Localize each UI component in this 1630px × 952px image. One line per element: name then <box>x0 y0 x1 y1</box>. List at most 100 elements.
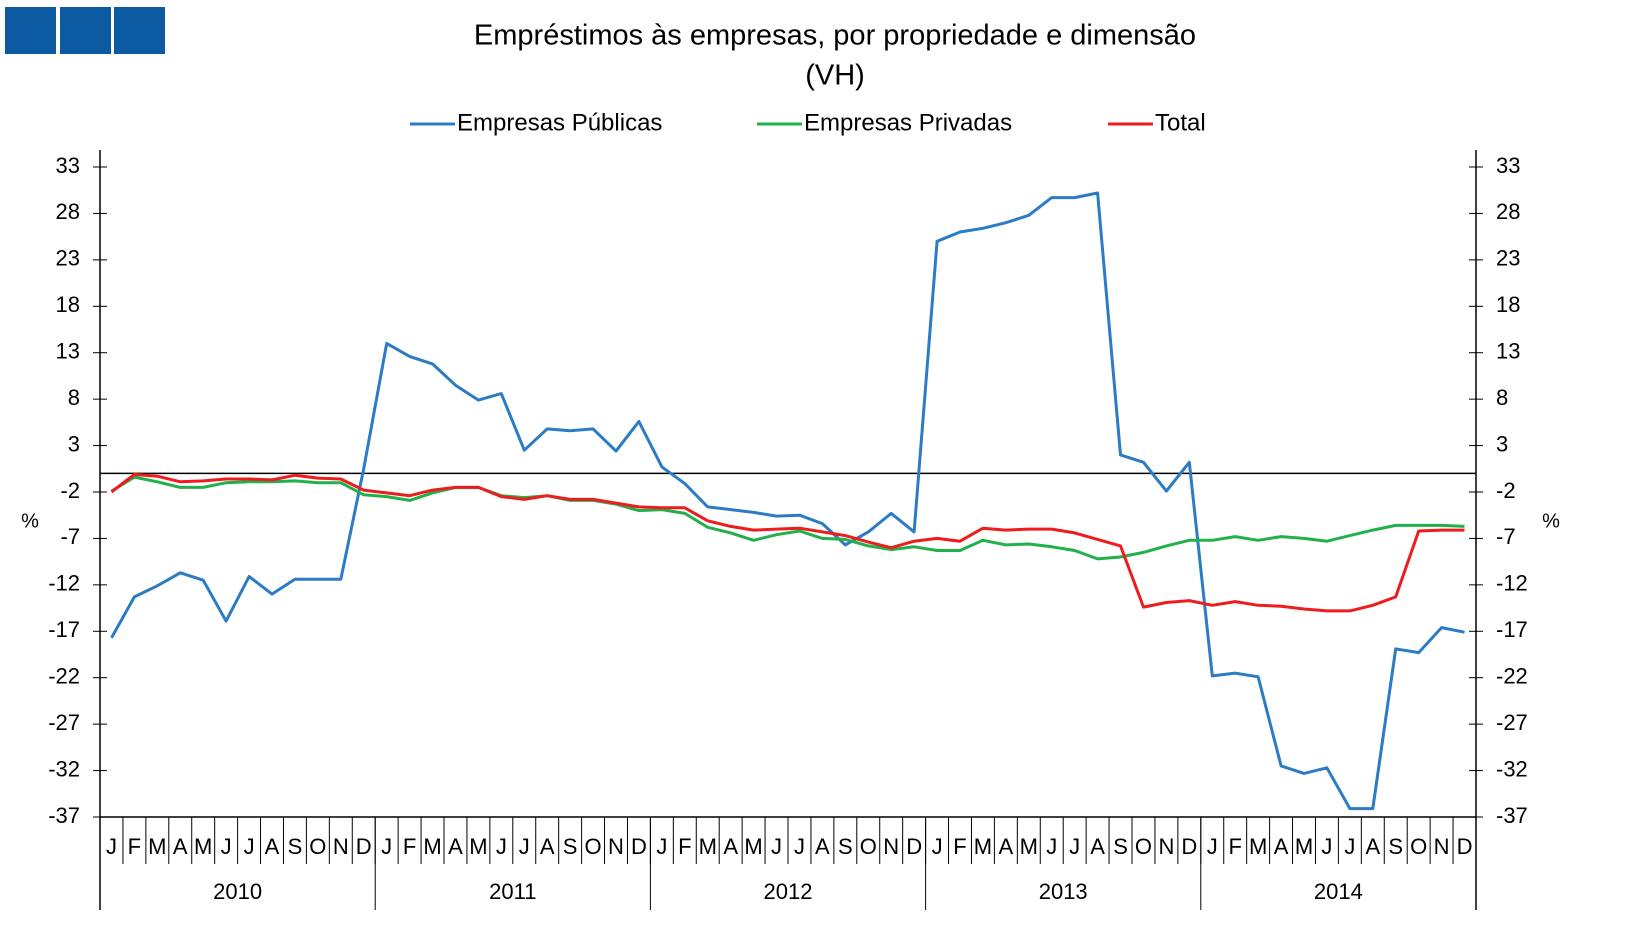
x-tick-label: A <box>815 834 830 859</box>
y2-tick-label: 33 <box>1496 153 1520 178</box>
x-tick-label: J <box>1344 834 1355 859</box>
x-tick-label: O <box>860 834 877 859</box>
y2-tick-label: -37 <box>1496 803 1528 828</box>
x-tick-label: A <box>265 834 280 859</box>
series-line <box>110 472 1465 613</box>
x-tick-label: O <box>1135 834 1152 859</box>
x-tick-label: F <box>1228 834 1241 859</box>
x-tick-label: J <box>932 834 943 859</box>
x-tick-label: S <box>288 834 303 859</box>
logo-block <box>60 7 111 54</box>
x-tick-label: J <box>106 834 117 859</box>
x-tick-label: N <box>608 834 624 859</box>
y-tick-label: -27 <box>48 710 80 735</box>
x-tick-label: M <box>1020 834 1038 859</box>
x-tick-label: J <box>244 834 255 859</box>
x-tick-label: A <box>1274 834 1289 859</box>
x-tick-label: F <box>403 834 416 859</box>
year-label: 2014 <box>1314 879 1363 904</box>
x-tick-label: J <box>1207 834 1218 859</box>
x-tick-label: M <box>1249 834 1267 859</box>
year-label: 2011 <box>489 879 536 904</box>
y-tick-label: -17 <box>48 617 80 642</box>
x-tick-label: J <box>1321 834 1332 859</box>
year-label: 2012 <box>764 879 813 904</box>
y2-tick-label: -2 <box>1496 478 1516 503</box>
chart-subtitle: (VH) <box>805 60 865 92</box>
x-tick-label: J <box>221 834 232 859</box>
x-tick-label: M <box>1295 834 1313 859</box>
y-tick-label: -12 <box>48 571 80 596</box>
year-label: 2010 <box>213 879 262 904</box>
y2-tick-label: 3 <box>1496 431 1508 456</box>
y2-tick-label: 28 <box>1496 199 1520 224</box>
x-tick-label: A <box>448 834 463 859</box>
x-tick-label: F <box>678 834 691 859</box>
x-tick-label: S <box>838 834 853 859</box>
x-tick-label: J <box>496 834 507 859</box>
y-tick-label: 33 <box>56 153 80 178</box>
x-tick-label: M <box>974 834 992 859</box>
x-tick-label: J <box>519 834 530 859</box>
logo-block <box>114 7 165 54</box>
y-tick-label: 13 <box>56 339 80 364</box>
x-tick-label: D <box>356 834 372 859</box>
x-tick-label: N <box>1434 834 1450 859</box>
x-tick-label: F <box>953 834 966 859</box>
x-tick-label: O <box>585 834 602 859</box>
x-tick-label: M <box>699 834 717 859</box>
x-tick-label: M <box>194 834 212 859</box>
y2-tick-label: 13 <box>1496 339 1520 364</box>
series-line <box>110 475 1465 561</box>
x-tick-label: O <box>309 834 326 859</box>
y2-tick-label: 8 <box>1496 385 1508 410</box>
y-tick-label: -7 <box>60 524 80 549</box>
y2-tick-label: -7 <box>1496 524 1516 549</box>
logo-block <box>5 7 56 54</box>
year-label: 2013 <box>1039 879 1088 904</box>
x-tick-label: S <box>1388 834 1403 859</box>
x-tick-label: A <box>173 834 188 859</box>
x-tick-label: S <box>563 834 578 859</box>
x-tick-label: M <box>469 834 487 859</box>
y2-tick-label: 18 <box>1496 292 1520 317</box>
y-tick-label: -37 <box>48 803 80 828</box>
x-tick-label: N <box>1158 834 1174 859</box>
x-tick-label: D <box>1457 834 1473 859</box>
x-tick-label: O <box>1410 834 1427 859</box>
x-tick-label: D <box>1181 834 1197 859</box>
y-tick-label: 28 <box>56 199 80 224</box>
series-line <box>110 191 1465 811</box>
y2-tick-label: -32 <box>1496 756 1528 781</box>
x-tick-label: F <box>128 834 141 859</box>
chart-title: Empréstimos às empresas, por propriedade… <box>474 20 1196 52</box>
x-tick-label: J <box>381 834 392 859</box>
x-tick-label: J <box>1046 834 1057 859</box>
y-tick-label: 18 <box>56 292 80 317</box>
x-tick-label: J <box>656 834 667 859</box>
y2-axis-label: % <box>1542 510 1560 532</box>
x-tick-label: M <box>423 834 441 859</box>
x-tick-label: D <box>906 834 922 859</box>
y-tick-label: 8 <box>68 385 80 410</box>
y2-tick-label: -22 <box>1496 664 1528 689</box>
x-tick-label: D <box>631 834 647 859</box>
y2-tick-label: 23 <box>1496 246 1520 271</box>
y2-tick-label: -27 <box>1496 710 1528 735</box>
y-tick-label: -2 <box>60 478 80 503</box>
legend-label: Total <box>1155 109 1206 136</box>
y2-tick-label: -12 <box>1496 571 1528 596</box>
x-tick-label: S <box>1113 834 1128 859</box>
legend-label: Empresas Públicas <box>457 109 662 136</box>
x-tick-label: A <box>1090 834 1105 859</box>
x-tick-label: N <box>883 834 899 859</box>
y-tick-label: -32 <box>48 756 80 781</box>
x-tick-label: A <box>540 834 555 859</box>
y-tick-label: 23 <box>56 246 80 271</box>
y-tick-label: -22 <box>48 664 80 689</box>
x-tick-label: J <box>771 834 782 859</box>
x-tick-label: J <box>1069 834 1080 859</box>
x-tick-label: J <box>794 834 805 859</box>
x-tick-label: A <box>1365 834 1380 859</box>
